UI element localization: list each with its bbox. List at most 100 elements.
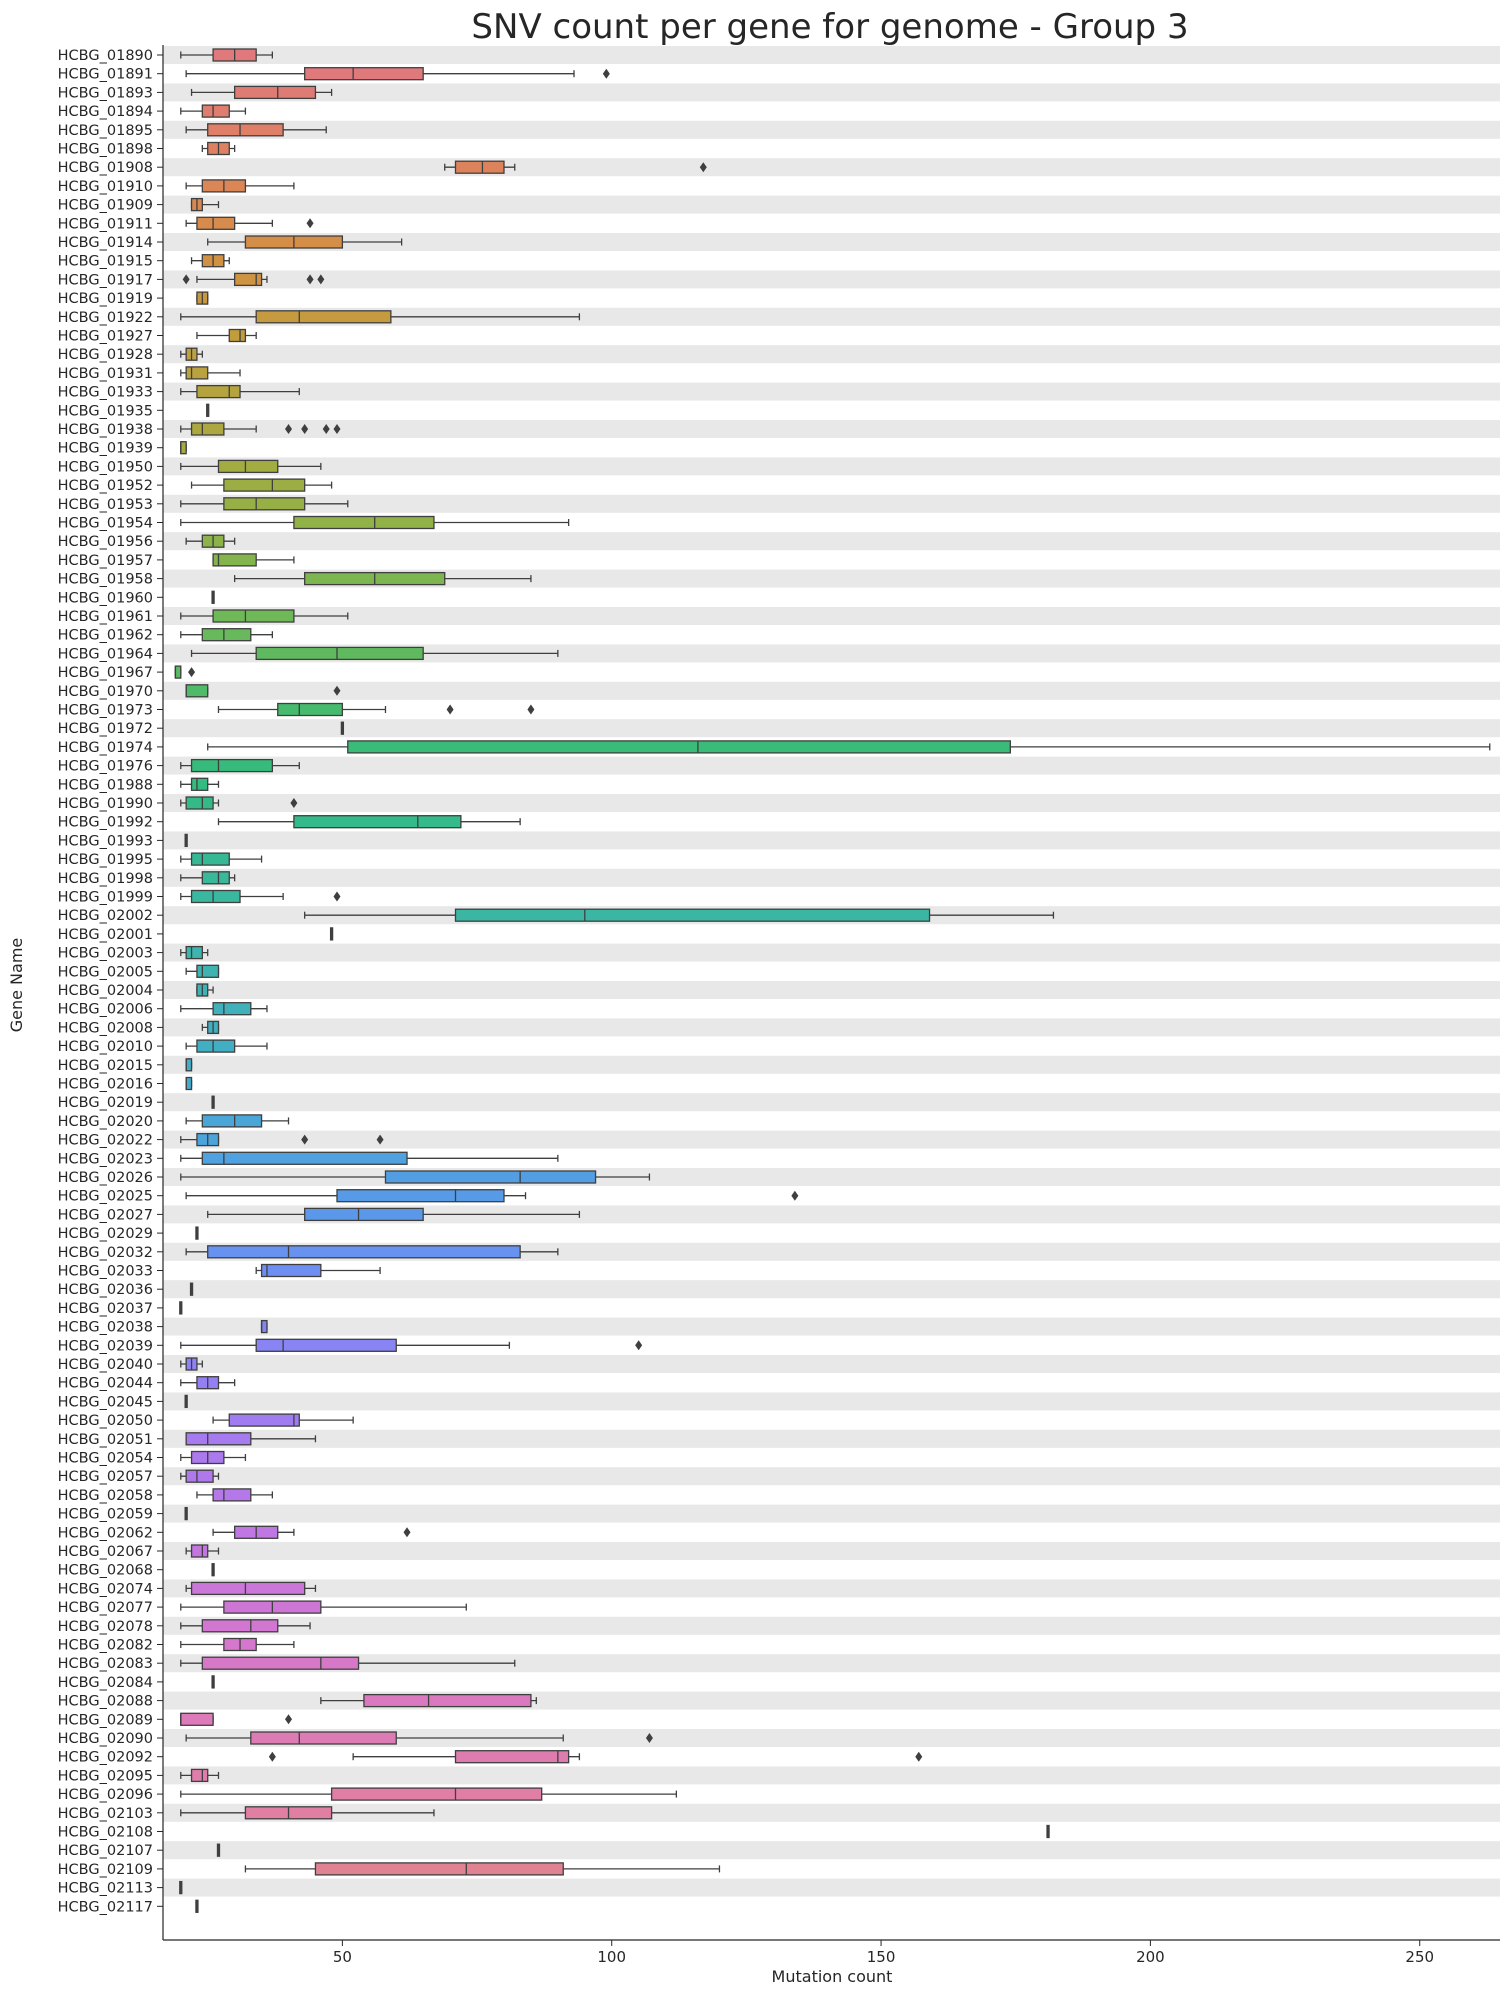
y-tick-label: HCBG_01935 — [58, 403, 153, 419]
box-HCBG_02036 — [189, 1282, 194, 1296]
row-band — [163, 607, 1500, 625]
box-iqr — [180, 1712, 214, 1726]
box-HCBG_01950 — [180, 459, 322, 474]
outlier-point — [527, 704, 535, 715]
y-tick-label: HCBG_01910 — [58, 179, 153, 195]
y-tick-label: HCBG_02033 — [58, 1264, 153, 1280]
y-tick-label: HCBG_02068 — [58, 1563, 153, 1579]
outlier-point — [915, 1751, 923, 1762]
box-iqr — [363, 1693, 532, 1708]
box-HCBG_02092 — [268, 1750, 923, 1764]
y-tick-label: HCBG_01960 — [58, 590, 153, 606]
box-iqr — [304, 1207, 424, 1222]
box-HCBG_01895 — [185, 123, 327, 137]
y-tick-label: HCBG_01898 — [58, 142, 153, 158]
y-tick-label: HCBG_02006 — [58, 1002, 153, 1018]
y-tick-label: HCBG_02008 — [58, 1020, 153, 1036]
box-iqr — [228, 328, 247, 343]
box-HCBG_02025 — [185, 1189, 799, 1203]
y-tick-label: HCBG_02054 — [58, 1451, 153, 1467]
row-band — [163, 644, 1500, 663]
box-iqr — [201, 1619, 279, 1633]
y-axis-label: Gene Name — [7, 938, 26, 1033]
y-tick-label: HCBG_02096 — [58, 1787, 153, 1803]
box-HCBG_02032 — [185, 1245, 559, 1259]
outlier-point — [285, 424, 293, 434]
box-HCBG_02103 — [180, 1806, 435, 1820]
box-HCBG_01894 — [180, 104, 247, 118]
box-iqr — [277, 702, 344, 717]
box-HCBG_01914 — [207, 235, 403, 249]
y-tick-label: HCBG_02077 — [58, 1600, 153, 1616]
box-HCBG_01976 — [180, 758, 300, 773]
box-iqr — [196, 964, 220, 978]
box-iqr — [217, 459, 279, 474]
box-HCBG_02117 — [195, 1899, 199, 1913]
row-band — [163, 1729, 1500, 1747]
y-tick-label: HCBG_02015 — [58, 1058, 153, 1074]
box-HCBG_01995 — [180, 852, 263, 866]
box-iqr — [185, 1076, 193, 1091]
row-band — [163, 1093, 1500, 1112]
box-HCBG_01919 — [196, 291, 209, 305]
box-HCBG_01962 — [180, 628, 274, 642]
box-HCBG_02077 — [180, 1600, 467, 1614]
box-iqr — [185, 945, 203, 960]
y-tick-label: HCBG_01973 — [58, 703, 153, 719]
y-tick-label: HCBG_01958 — [58, 572, 153, 588]
outlier-point — [446, 704, 454, 715]
y-tick-label: HCBG_01939 — [58, 441, 153, 457]
box-HCBG_02016 — [185, 1076, 193, 1091]
box-HCBG_01990 — [180, 796, 298, 810]
box-HCBG_02004 — [196, 983, 214, 997]
row-band — [163, 1429, 1500, 1448]
y-tick-label: HCBG_01891 — [58, 67, 153, 83]
y-tick-label: HCBG_02113 — [58, 1881, 153, 1897]
row-band — [163, 1542, 1500, 1560]
row-band — [163, 158, 1500, 177]
row-band — [163, 233, 1500, 251]
y-tick-label: HCBG_02038 — [58, 1320, 153, 1336]
box-iqr — [384, 1170, 597, 1184]
row-band — [163, 83, 1500, 102]
y-tick-label: HCBG_02044 — [58, 1376, 153, 1392]
box-HCBG_02109 — [244, 1862, 721, 1876]
y-tick-label: HCBG_01927 — [58, 329, 153, 345]
row-band — [163, 1018, 1500, 1037]
row-band — [163, 120, 1500, 139]
y-tick-label: HCBG_01911 — [58, 216, 153, 232]
box-iqr — [260, 1263, 322, 1278]
y-tick-label: HCBG_01952 — [58, 478, 153, 494]
y-tick-label: HCBG_01970 — [58, 684, 153, 700]
y-tick-label: HCBG_02083 — [58, 1656, 153, 1672]
box-HCBG_02088 — [320, 1693, 537, 1708]
box-iqr — [255, 646, 424, 661]
y-tick-label: HCBG_02010 — [58, 1039, 153, 1055]
box-HCBG_02082 — [180, 1637, 295, 1652]
row-band — [163, 719, 1500, 738]
y-tick-label: HCBG_01922 — [58, 310, 153, 326]
outlier-point — [645, 1733, 653, 1743]
y-tick-label: HCBG_02020 — [58, 1114, 153, 1130]
box-iqr — [223, 478, 306, 492]
box-HCBG_02095 — [180, 1768, 220, 1783]
box-iqr — [454, 908, 931, 922]
box-HCBG_02005 — [185, 964, 220, 978]
row-band — [163, 270, 1500, 289]
box-HCBG_02003 — [180, 945, 209, 960]
box-iqr — [190, 889, 241, 904]
box-iqr — [201, 1656, 360, 1670]
y-tick-label: HCBG_01961 — [58, 609, 153, 625]
outlier-point — [699, 162, 707, 173]
y-tick-label: HCBG_01953 — [58, 497, 153, 513]
row-band — [163, 981, 1500, 999]
y-tick-label: HCBG_01950 — [58, 459, 153, 475]
box-iqr — [212, 553, 257, 567]
y-tick-label: HCBG_02090 — [58, 1731, 153, 1747]
row-band — [163, 1130, 1500, 1149]
chart-title: SNV count per gene for genome - Group 3 — [471, 7, 1188, 47]
box-HCBG_02040 — [180, 1357, 203, 1371]
y-tick-label: HCBG_02109 — [58, 1862, 153, 1878]
box-iqr — [185, 366, 209, 380]
y-tick-label: HCBG_02019 — [58, 1095, 153, 1111]
